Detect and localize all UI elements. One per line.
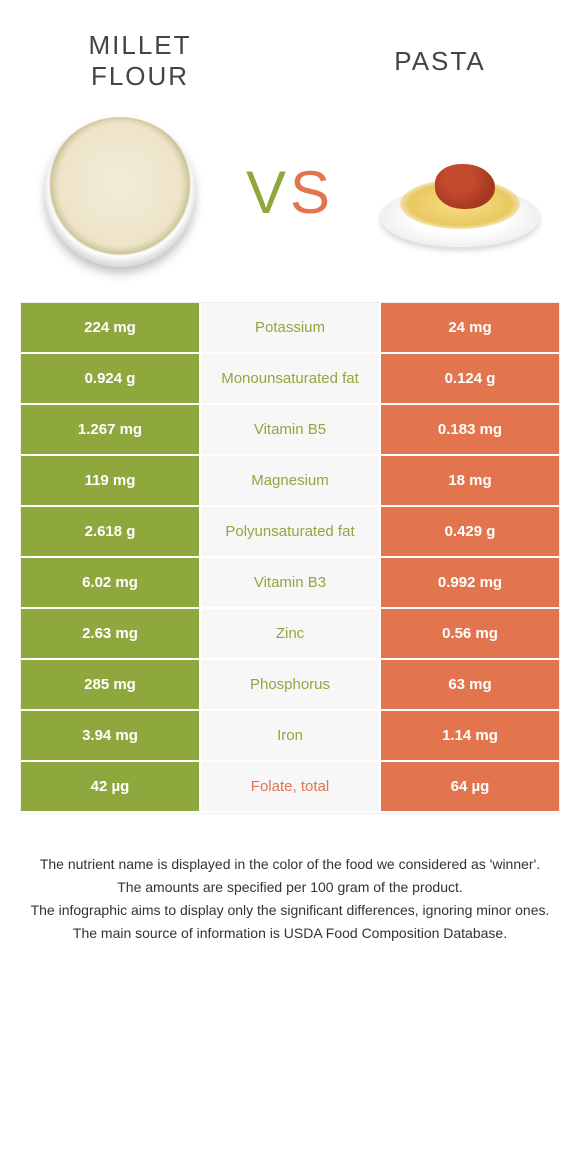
right-value: 24 mg — [381, 303, 559, 354]
nutrient-name: Zinc — [201, 609, 381, 660]
header: MILLET FLOUR PASTA — [0, 0, 580, 102]
table-row: 2.63 mgZinc0.56 mg — [21, 609, 559, 660]
nutrient-name: Folate, total — [201, 762, 381, 813]
right-value: 0.124 g — [381, 354, 559, 405]
left-value: 42 µg — [21, 762, 201, 813]
footnote-line: The main source of information is USDA F… — [30, 923, 550, 944]
vs-label: VS — [246, 158, 334, 227]
right-value: 0.992 mg — [381, 558, 559, 609]
pasta-image — [380, 112, 540, 272]
nutrient-name: Polyunsaturated fat — [201, 507, 381, 558]
right-value: 0.183 mg — [381, 405, 559, 456]
left-value: 285 mg — [21, 660, 201, 711]
nutrient-name: Phosphorus — [201, 660, 381, 711]
right-value: 1.14 mg — [381, 711, 559, 762]
right-value: 0.429 g — [381, 507, 559, 558]
right-food-title: PASTA — [350, 46, 530, 77]
millet-flour-image — [40, 112, 200, 272]
table-row: 3.94 mgIron1.14 mg — [21, 711, 559, 762]
footnote-line: The amounts are specified per 100 gram o… — [30, 877, 550, 898]
table-row: 285 mgPhosphorus63 mg — [21, 660, 559, 711]
left-value: 2.63 mg — [21, 609, 201, 660]
nutrient-name: Iron — [201, 711, 381, 762]
table-row: 6.02 mgVitamin B30.992 mg — [21, 558, 559, 609]
nutrient-name: Monounsaturated fat — [201, 354, 381, 405]
table-row: 2.618 gPolyunsaturated fat0.429 g — [21, 507, 559, 558]
footnote-line: The nutrient name is displayed in the co… — [30, 854, 550, 875]
left-value: 0.924 g — [21, 354, 201, 405]
right-value: 0.56 mg — [381, 609, 559, 660]
table-row: 42 µgFolate, total64 µg — [21, 762, 559, 813]
left-value: 3.94 mg — [21, 711, 201, 762]
nutrient-table: 224 mgPotassium24 mg0.924 gMonounsaturat… — [20, 302, 560, 814]
vs-s-letter: S — [290, 159, 334, 226]
footnote-line: The infographic aims to display only the… — [30, 900, 550, 921]
nutrient-name: Potassium — [201, 303, 381, 354]
images-row: VS — [0, 102, 580, 292]
right-value: 63 mg — [381, 660, 559, 711]
left-value: 119 mg — [21, 456, 201, 507]
nutrient-name: Vitamin B3 — [201, 558, 381, 609]
left-value: 224 mg — [21, 303, 201, 354]
left-value: 6.02 mg — [21, 558, 201, 609]
right-value: 64 µg — [381, 762, 559, 813]
table-row: 1.267 mgVitamin B50.183 mg — [21, 405, 559, 456]
nutrient-name: Vitamin B5 — [201, 405, 381, 456]
vs-v-letter: V — [246, 159, 290, 226]
table-row: 119 mgMagnesium18 mg — [21, 456, 559, 507]
right-value: 18 mg — [381, 456, 559, 507]
table-row: 224 mgPotassium24 mg — [21, 303, 559, 354]
left-value: 2.618 g — [21, 507, 201, 558]
nutrient-name: Magnesium — [201, 456, 381, 507]
bowl-icon — [45, 117, 195, 267]
left-food-title: MILLET FLOUR — [50, 30, 230, 92]
plate-icon — [380, 137, 540, 247]
table-row: 0.924 gMonounsaturated fat0.124 g — [21, 354, 559, 405]
left-value: 1.267 mg — [21, 405, 201, 456]
footnotes: The nutrient name is displayed in the co… — [0, 854, 580, 944]
